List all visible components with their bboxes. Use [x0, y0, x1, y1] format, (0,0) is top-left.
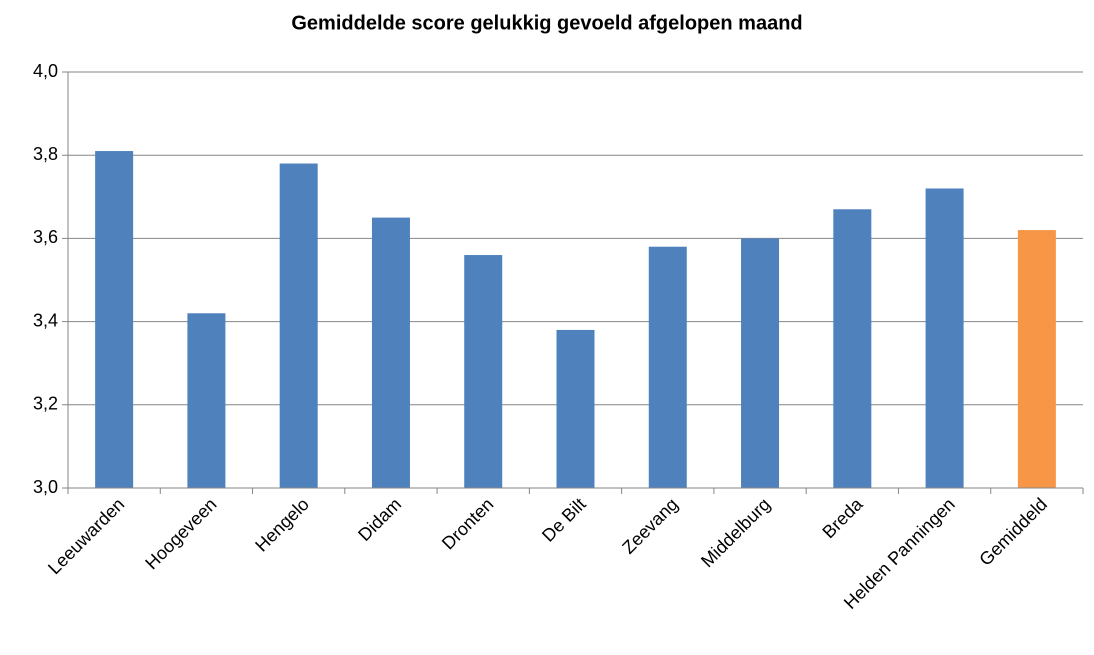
y-tick-label: 3,6: [33, 227, 58, 247]
x-tick-label: Zeevang: [618, 494, 682, 558]
y-tick-label: 3,0: [33, 477, 58, 497]
bar: [648, 246, 687, 488]
bar: [833, 209, 872, 488]
y-tick-label: 3,8: [33, 144, 58, 164]
bar: [1017, 230, 1056, 488]
y-tick-label: 3,4: [33, 310, 58, 330]
x-tick-label: Hengelo: [251, 494, 313, 556]
x-tick-label: Leeuwarden: [44, 494, 128, 578]
x-tick-label: Breda: [818, 493, 867, 542]
x-tick-label: Middelburg: [697, 494, 774, 571]
chart-title: Gemiddelde score gelukkig gevoeld afgelo…: [291, 12, 802, 34]
y-tick-label: 3,2: [33, 394, 58, 414]
bar: [556, 329, 595, 488]
x-tick-label: Hoogeveen: [141, 494, 220, 573]
bar: [371, 217, 410, 488]
x-tick-label: De Bilt: [538, 494, 590, 546]
x-tick-label: Didam: [354, 494, 405, 545]
bar: [95, 151, 134, 489]
x-tick-label: Dronten: [438, 494, 497, 553]
bar: [925, 188, 964, 489]
bar: [187, 313, 226, 488]
bar: [464, 255, 503, 488]
x-tick-label: Gemiddeld: [975, 494, 1051, 570]
y-tick-label: 4,0: [33, 61, 58, 81]
bar: [279, 163, 318, 488]
bar: [741, 238, 780, 488]
